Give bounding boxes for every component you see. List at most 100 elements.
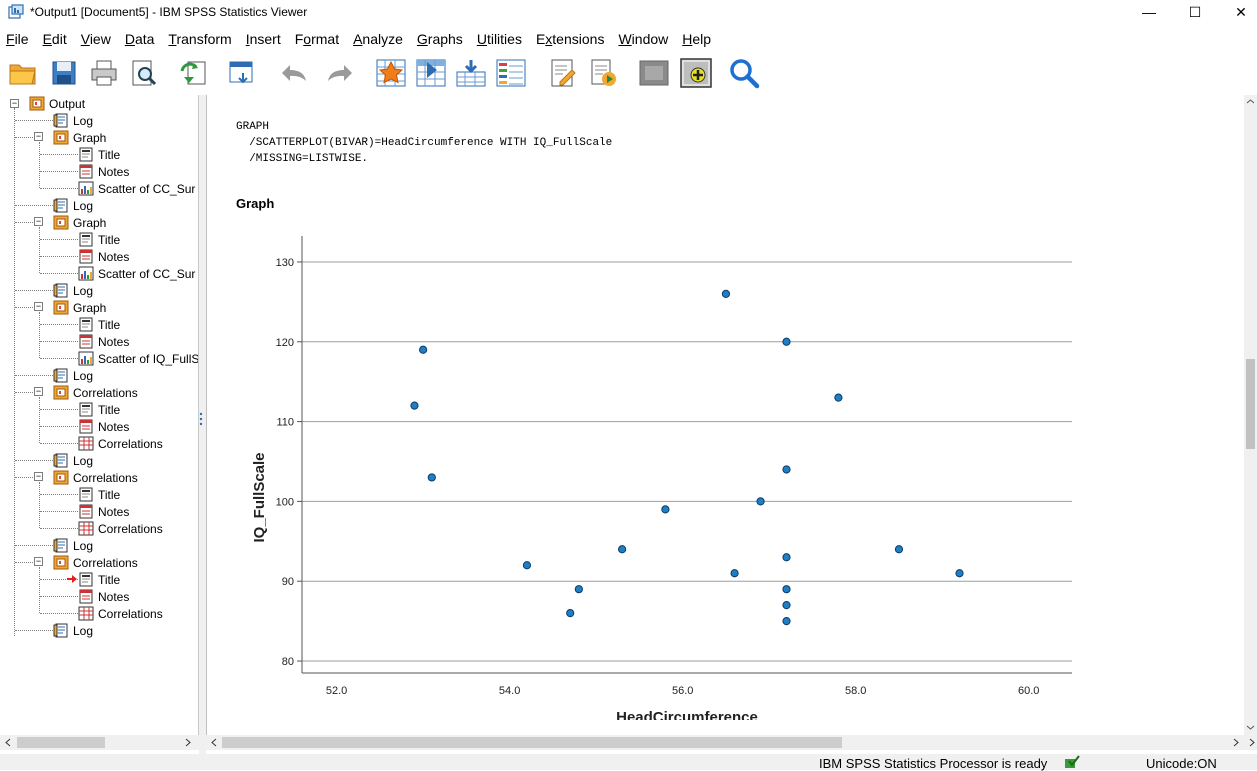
scatter-point[interactable] [955,569,964,578]
tree-item-notes[interactable]: Notes [78,163,129,180]
tree-root[interactable]: Output [29,95,85,112]
close-button[interactable]: ✕ [1218,0,1257,24]
create-edit-icon[interactable] [678,55,714,91]
scatter-point[interactable] [566,609,575,618]
tree-item-correlations[interactable]: Correlations [78,435,163,452]
print-icon[interactable] [86,55,122,91]
menu-format[interactable]: Format [294,31,340,47]
scatter-point[interactable] [574,585,583,594]
menu-extensions[interactable]: Extensions [535,31,605,47]
expand-toggle[interactable]: − [34,301,43,311]
insert-cases-icon[interactable] [453,55,489,91]
tree-item-log[interactable]: Log [53,622,93,639]
run-script-icon[interactable] [585,55,621,91]
notes-icon [79,589,93,604]
menu-help[interactable]: Help [682,31,712,47]
menu-file[interactable]: File [6,31,29,47]
tree-item-log[interactable]: Log [53,112,93,129]
tree-item-log[interactable]: Log [53,282,93,299]
menu-window[interactable]: Window [618,31,669,47]
tree-item-scatter-of-cc-sur[interactable]: Scatter of CC_Sur [78,265,195,282]
tree-item-notes[interactable]: Notes [78,503,129,520]
content-vertical-scrollbar[interactable] [1244,95,1257,735]
redo-icon[interactable] [322,55,358,91]
scatter-point[interactable] [618,545,627,554]
scatter-point[interactable] [756,497,765,506]
expand-toggle[interactable]: − [34,131,43,141]
scatter-point[interactable] [427,473,436,482]
menu-analyze[interactable]: Analyze [353,31,403,47]
maximize-button[interactable]: ☐ [1172,0,1218,24]
tree-item-notes[interactable]: Notes [78,333,129,350]
menu-insert[interactable]: Insert [245,31,281,47]
undo-icon[interactable] [276,55,312,91]
designate-window-icon[interactable] [545,55,581,91]
menu-utilities[interactable]: Utilities [476,31,522,47]
scatter-point[interactable] [522,561,532,570]
tree-item-correlations[interactable]: Correlations [53,384,138,401]
menu-graphs[interactable]: Graphs [416,31,463,47]
tree-item-correlations[interactable]: Correlations [78,605,163,622]
scatter-point[interactable] [782,617,791,626]
tree-item-notes[interactable]: Notes [78,588,129,605]
tree-item-scatter-of-cc-sur[interactable]: Scatter of CC_Sur [78,180,195,197]
recall-dialog-icon[interactable] [224,55,260,91]
tree-horizontal-scrollbar[interactable] [0,735,199,750]
scatter-point[interactable] [834,393,843,402]
menu-data[interactable]: Data [124,31,155,47]
show-all-icon[interactable] [636,55,672,91]
scatter-point[interactable] [782,601,791,610]
scatter-point[interactable] [410,401,419,410]
tree-item-graph[interactable]: Graph [53,129,106,146]
tree-item-log[interactable]: Log [53,197,93,214]
pane-splitter[interactable] [199,95,206,755]
tree-item-title[interactable]: Title [78,316,120,333]
find-icon[interactable] [726,55,762,91]
goto-variable-icon[interactable] [413,55,449,91]
unicode-status: Unicode:ON [1146,756,1217,771]
export-icon[interactable] [176,55,212,91]
expand-toggle[interactable]: − [34,216,43,226]
expand-toggle[interactable]: − [10,98,19,108]
tree-item-correlations[interactable]: Correlations [78,520,163,537]
scatter-point[interactable] [730,569,739,578]
minimize-button[interactable]: — [1126,0,1172,24]
scatter-point[interactable] [782,337,791,346]
tree-item-log[interactable]: Log [53,452,93,469]
tree-item-log[interactable]: Log [53,537,93,554]
tree-item-title[interactable]: Title [78,486,120,503]
scatter-point[interactable] [661,505,670,514]
tree-item-graph[interactable]: Graph [53,299,106,316]
open-icon[interactable] [5,55,41,91]
tree-item-notes[interactable]: Notes [78,418,129,435]
variables-icon[interactable] [493,55,529,91]
tree-item-correlations[interactable]: Correlations [53,469,138,486]
tree-item-title[interactable]: Title [78,231,120,248]
expand-toggle[interactable]: − [34,556,43,566]
content-horizontal-scrollbar[interactable] [206,735,1257,750]
tree-item-scatter-of-iq-fulls[interactable]: Scatter of IQ_FullS [78,350,198,367]
expand-toggle[interactable]: − [34,471,43,481]
expand-toggle[interactable]: − [34,386,43,396]
goto-case-icon[interactable] [373,55,409,91]
scatter-point[interactable] [782,553,791,562]
print-preview-icon[interactable] [126,55,162,91]
scatter-point[interactable] [782,585,791,594]
tree-item-title[interactable]: Title [78,146,120,163]
tree-item-title[interactable]: Title [78,571,120,588]
save-icon[interactable] [46,55,82,91]
scatter-point[interactable] [721,289,731,298]
menu-view[interactable]: View [80,31,111,47]
folder-icon [53,385,69,400]
scatter-point[interactable] [782,465,791,474]
tree-item-graph[interactable]: Graph [53,214,106,231]
scatter-point[interactable] [894,545,904,554]
tree-item-notes[interactable]: Notes [78,248,129,265]
tree-item-correlations[interactable]: Correlations [53,554,138,571]
tree-item-title[interactable]: Title [78,401,120,418]
menu-edit[interactable]: Edit [42,31,67,47]
menu-transform[interactable]: Transform [168,31,232,47]
scatter-chart[interactable]: 80 90 100 110 120 130 52.0 54.0 56.0 58.0 60.0 Head… [207,190,1207,720]
tree-item-log[interactable]: Log [53,367,93,384]
scatter-point[interactable] [419,345,428,354]
